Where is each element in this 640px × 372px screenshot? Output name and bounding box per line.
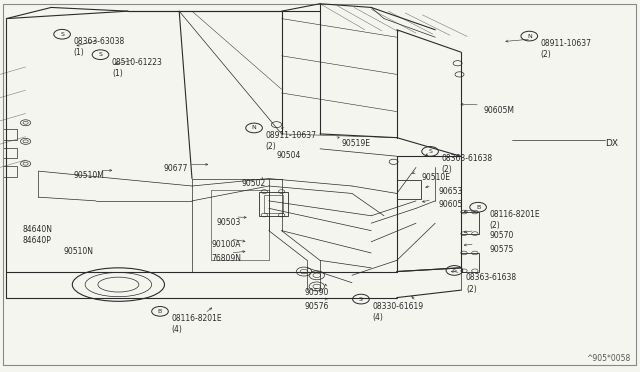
- Text: 84640N
84640P: 84640N 84640P: [22, 225, 52, 245]
- Text: 08911-10637
(2): 08911-10637 (2): [541, 39, 592, 59]
- Text: 90100A: 90100A: [211, 240, 241, 249]
- Text: 90576: 90576: [305, 302, 329, 311]
- Text: B: B: [476, 205, 480, 210]
- Text: 08363-61638
(2): 08363-61638 (2): [466, 273, 517, 294]
- Text: S: S: [452, 268, 456, 273]
- Text: B: B: [158, 309, 162, 314]
- Text: 08116-8201E
(2): 08116-8201E (2): [490, 210, 540, 230]
- Text: 90575: 90575: [490, 245, 514, 254]
- Text: 90605: 90605: [438, 200, 463, 209]
- Text: S: S: [359, 296, 363, 302]
- Text: 90677: 90677: [163, 164, 188, 173]
- Text: N: N: [527, 33, 532, 39]
- Text: 90590: 90590: [305, 288, 329, 297]
- Text: 08116-8201E
(4): 08116-8201E (4): [172, 314, 222, 334]
- Text: 90653: 90653: [438, 187, 463, 196]
- Text: S: S: [99, 52, 102, 57]
- Text: 90510E: 90510E: [421, 173, 450, 182]
- Text: 90510M: 90510M: [74, 171, 104, 180]
- Text: S: S: [428, 149, 432, 154]
- Text: 90504: 90504: [276, 151, 301, 160]
- Text: 90503: 90503: [216, 218, 241, 227]
- Text: 08911-10637
(2): 08911-10637 (2): [266, 131, 317, 151]
- Text: N: N: [252, 125, 257, 131]
- Text: 08330-61619
(4): 08330-61619 (4): [372, 302, 424, 322]
- Text: 08510-61223
(1): 08510-61223 (1): [112, 58, 163, 78]
- Text: 90605M: 90605M: [483, 106, 514, 115]
- Text: 08363-63038
(1): 08363-63038 (1): [74, 37, 125, 57]
- Text: 90510N: 90510N: [64, 247, 94, 256]
- Text: ^905*0058: ^905*0058: [586, 354, 630, 363]
- Text: 76809N: 76809N: [211, 254, 241, 263]
- Text: 08363-61638
(2): 08363-61638 (2): [442, 154, 493, 174]
- Text: DX: DX: [605, 140, 618, 148]
- Text: 90519E: 90519E: [341, 139, 370, 148]
- Text: 90570: 90570: [490, 231, 514, 240]
- Text: S: S: [60, 32, 64, 37]
- Text: 90502: 90502: [242, 179, 266, 187]
